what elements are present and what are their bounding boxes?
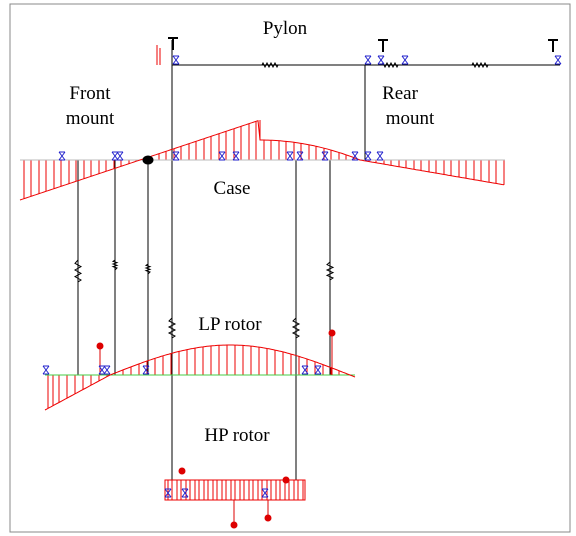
node [554, 55, 562, 65]
front-mount-label: mount [66, 108, 115, 129]
spring [471, 61, 489, 69]
node [377, 55, 385, 65]
node [172, 151, 180, 161]
spring [167, 317, 177, 339]
node [98, 365, 106, 375]
node [164, 488, 172, 498]
spring [381, 61, 399, 69]
frame [9, 3, 571, 533]
lp-moment [44, 344, 356, 411]
node [314, 365, 322, 375]
spring [325, 261, 335, 281]
spring [73, 259, 83, 283]
case-label: Case [214, 178, 251, 199]
front-mount-label: Front [69, 83, 111, 104]
node [103, 365, 111, 375]
node [142, 365, 150, 375]
node [286, 151, 294, 161]
node [58, 151, 66, 161]
masses [96, 155, 336, 529]
node [181, 488, 189, 498]
node [376, 151, 384, 161]
hp-box [164, 479, 306, 501]
node [42, 365, 50, 375]
pylon-label: Pylon [263, 18, 308, 39]
spring [144, 263, 152, 275]
structure [20, 40, 560, 480]
case-moment [19, 120, 505, 201]
springs [73, 61, 489, 339]
spring [261, 61, 279, 69]
rear-mount-label: mount [386, 108, 435, 129]
node [296, 151, 304, 161]
hp-rotor-label: HP rotor [204, 425, 270, 446]
node [111, 151, 119, 161]
node [218, 151, 226, 161]
nodes [42, 55, 562, 498]
node [364, 55, 372, 65]
node [232, 151, 240, 161]
lp-rotor-label: LP rotor [198, 314, 262, 335]
node [321, 151, 329, 161]
moment-curves [19, 120, 505, 501]
rear-mount-label: Rear [382, 83, 419, 104]
node [172, 55, 180, 65]
node [116, 151, 124, 161]
node [351, 151, 359, 161]
supports [156, 37, 558, 65]
node [261, 488, 269, 498]
node [301, 365, 309, 375]
spring [111, 259, 119, 271]
node [364, 151, 372, 161]
node [401, 55, 409, 65]
spring [291, 317, 301, 339]
